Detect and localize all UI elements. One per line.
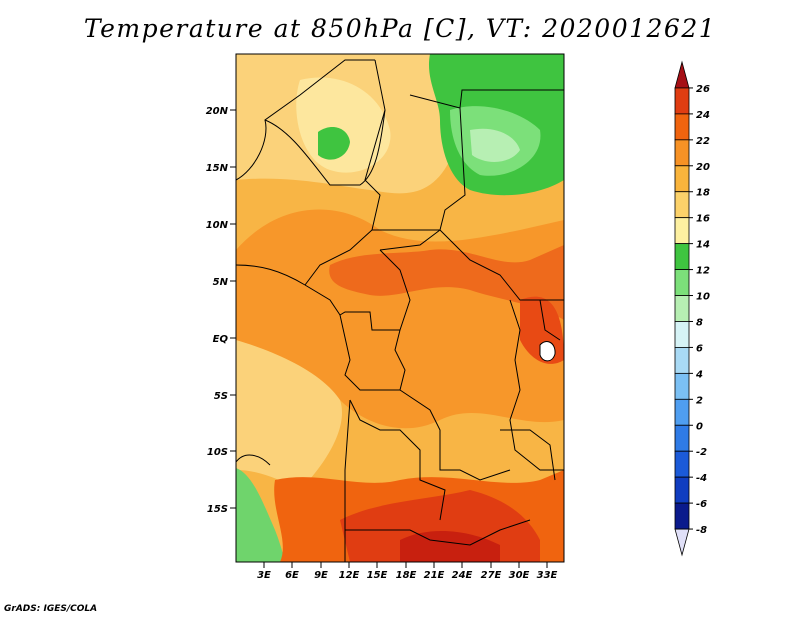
- field-palegreen-ne: [470, 128, 520, 162]
- colorbar-label: 12: [696, 266, 710, 277]
- colorbar-segment: [674, 191, 690, 219]
- field-hottest-south: [400, 530, 500, 562]
- colorbar-segment: [674, 113, 690, 141]
- lon-label: 18E: [396, 570, 417, 581]
- colorbar-segment: [674, 476, 690, 504]
- lat-label: 5S: [214, 391, 228, 402]
- lon-axis: 3E 6E 9E 12E 15E 18E 21E 24E 27E 30E 33E: [257, 562, 558, 581]
- lon-label: 3E: [257, 570, 271, 581]
- colorbar-segment: [674, 398, 690, 426]
- lon-label: 15E: [367, 570, 388, 581]
- colorbar-segment: [674, 295, 690, 322]
- colorbar-label: 2: [696, 395, 703, 406]
- colorbar-label: 16: [696, 214, 710, 225]
- lon-label: 33E: [537, 570, 558, 581]
- lon-label: 24E: [452, 570, 473, 581]
- lon-label: 27E: [481, 570, 502, 581]
- lat-label: 15N: [206, 163, 229, 174]
- lat-label: 15S: [207, 504, 228, 515]
- country-borders: [236, 59, 564, 562]
- map-frame: [235, 53, 565, 563]
- colorbar-label: -4: [696, 473, 707, 484]
- colorbar-segment: [674, 424, 690, 452]
- colorbar-label: -2: [696, 447, 707, 458]
- colorbar-bottom-arrow: [674, 528, 690, 557]
- colorbar-segment: [674, 87, 690, 115]
- colorbar-label: 6: [696, 343, 703, 354]
- field-green-sw: [236, 468, 285, 562]
- colorbar-segment: [674, 450, 690, 478]
- colorbar-segment: [674, 347, 690, 374]
- field-green-patch: [318, 127, 350, 160]
- lon-label: 30E: [509, 570, 530, 581]
- colorbar-label: 26: [696, 84, 710, 95]
- colorbar-label: 4: [695, 369, 703, 380]
- lat-label: EQ: [213, 334, 229, 345]
- lake-victoria: [539, 341, 556, 362]
- lat-label: 10S: [207, 447, 228, 458]
- colorbar-top-arrow: [674, 60, 690, 89]
- colorbar-label: 24: [696, 110, 710, 121]
- chart-title: Temperature at 850hPa [C], VT: 202001262…: [83, 14, 717, 43]
- lon-label: 6E: [285, 570, 299, 581]
- colorbar-segment: [674, 502, 690, 530]
- lat-label: 20N: [206, 106, 229, 117]
- colorbar-label: 0: [696, 421, 703, 432]
- colorbar-segment: [674, 243, 690, 270]
- colorbar-segment: [674, 165, 690, 193]
- lat-label: 5N: [213, 277, 229, 288]
- colorbar-label: 8: [696, 317, 703, 328]
- field-redorange-5n: [329, 245, 564, 320]
- colorbar-segment: [674, 321, 690, 348]
- footer-credit: GrADS: IGES/COLA: [4, 604, 98, 614]
- lon-label: 9E: [314, 570, 328, 581]
- colorbar-label: 18: [696, 188, 710, 199]
- colorbar-label: 20: [696, 162, 710, 173]
- colorbar-label: 10: [696, 292, 710, 303]
- colorbar-label: -8: [696, 525, 707, 536]
- colorbar-segment: [674, 269, 690, 296]
- colorbar-label: 14: [696, 240, 710, 251]
- field-pale-sw: [236, 340, 342, 490]
- lon-label: 21E: [424, 570, 445, 581]
- lat-label: 10N: [206, 220, 229, 231]
- colorbar-segment: [674, 372, 690, 400]
- lon-label: 12E: [339, 570, 360, 581]
- colorbar-segment: [674, 139, 690, 167]
- colorbar-label: -6: [696, 499, 707, 510]
- colorbar-label: 22: [696, 136, 710, 147]
- colorbar-segment: [674, 217, 690, 245]
- temperature-field: [236, 54, 564, 562]
- lat-axis: 20N 15N 10N 5N EQ 5S 10S 15S: [206, 106, 236, 515]
